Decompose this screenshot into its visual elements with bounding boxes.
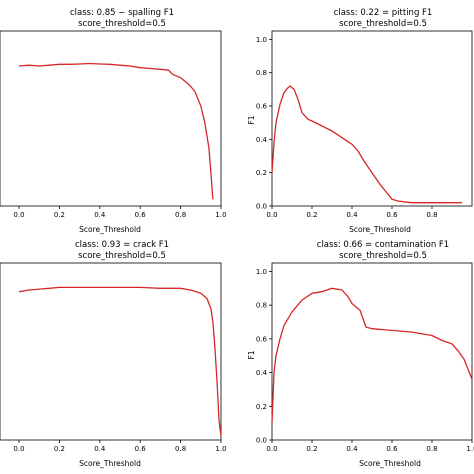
plot-frame — [0, 30, 222, 207]
x-axis-label: Score_Threshold — [359, 459, 421, 468]
chart-panel-spalling: class: 0.85 − spalling F1 score_threshol… — [0, 8, 227, 234]
y-tick-label: 0.4 — [256, 136, 268, 144]
x-tick-label: 0.4 — [346, 445, 358, 453]
y-tick-label: 1.0 — [256, 36, 267, 44]
x-tick-label: 0.2 — [54, 445, 65, 453]
y-tick-label: 0.4 — [256, 369, 268, 377]
x-tick-label: 0.2 — [306, 445, 317, 453]
y-tick-label: 0.2 — [256, 169, 267, 177]
x-tick-label: 0.8 — [426, 445, 437, 453]
x-tick-label: 0.0 — [266, 211, 277, 219]
y-tick-label: 0.8 — [256, 302, 267, 310]
x-tick-label: 0.8 — [175, 211, 186, 219]
chart-panel-pitting: class: 0.22 = pitting F1 score_threshold… — [247, 8, 473, 234]
x-tick-label: 0.4 — [94, 211, 106, 219]
y-tick-label: 0.6 — [256, 103, 268, 111]
x-tick-label: 0.4 — [94, 445, 106, 453]
series-line — [18, 286, 222, 437]
x-tick-label: 0.6 — [386, 211, 398, 219]
x-axis-label: Score_Threshold — [79, 225, 141, 234]
x-tick-label: 1.0 — [215, 211, 226, 219]
x-tick-label: 0.0 — [13, 445, 24, 453]
x-tick-label: 0.2 — [306, 211, 317, 219]
y-axis-label: F1 — [247, 115, 256, 124]
y-tick-label: 0.0 — [256, 437, 267, 445]
plot-frame — [271, 262, 473, 441]
chart-title: class: 0.93 = crack F1 — [75, 240, 169, 250]
chart-title: class: 0.66 = contamination F1 — [317, 240, 449, 250]
y-tick-label: 0.8 — [256, 69, 267, 77]
x-tick-label: 0.0 — [266, 445, 277, 453]
plot-frame — [0, 262, 222, 441]
x-tick-label: 0.4 — [346, 211, 358, 219]
y-tick-label: 0.6 — [256, 335, 268, 343]
y-axis-label: F1 — [247, 350, 256, 359]
x-tick-label: 1.0 — [466, 445, 474, 453]
x-tick-label: 0.6 — [386, 445, 398, 453]
y-tick-label: 0.2 — [256, 403, 267, 411]
x-tick-label: 0.2 — [54, 211, 65, 219]
x-tick-label: 1.0 — [215, 445, 226, 453]
x-axis-label: Score_Threshold — [79, 459, 141, 468]
chart-title: class: 0.22 = pitting F1 — [334, 8, 433, 18]
chart-subtitle: score_threshold=0.5 — [339, 251, 427, 261]
x-axis-label: Score_Threshold — [349, 225, 411, 234]
x-tick-label: 0.8 — [175, 445, 186, 453]
chart-subtitle: score_threshold=0.5 — [78, 19, 166, 29]
y-tick-label: 0.0 — [256, 203, 267, 211]
plot-frame — [271, 30, 473, 207]
x-tick-label: 0.8 — [426, 211, 437, 219]
x-tick-label: 0.0 — [13, 211, 24, 219]
chart-panel-contamination: class: 0.66 = contamination F1 score_thr… — [247, 240, 474, 468]
x-tick-label: 0.6 — [135, 211, 147, 219]
y-tick-label: 1.0 — [256, 268, 267, 276]
chart-subtitle: score_threshold=0.5 — [78, 251, 166, 261]
series-line — [271, 85, 462, 204]
chart-subtitle: score_threshold=0.5 — [339, 19, 427, 29]
series-line — [271, 287, 473, 424]
series-line — [18, 62, 214, 200]
chart-title: class: 0.85 − spalling F1 — [70, 8, 174, 18]
x-tick-label: 0.6 — [135, 445, 147, 453]
chart-panel-crack: class: 0.93 = crack F1 score_threshold=0… — [0, 240, 227, 468]
